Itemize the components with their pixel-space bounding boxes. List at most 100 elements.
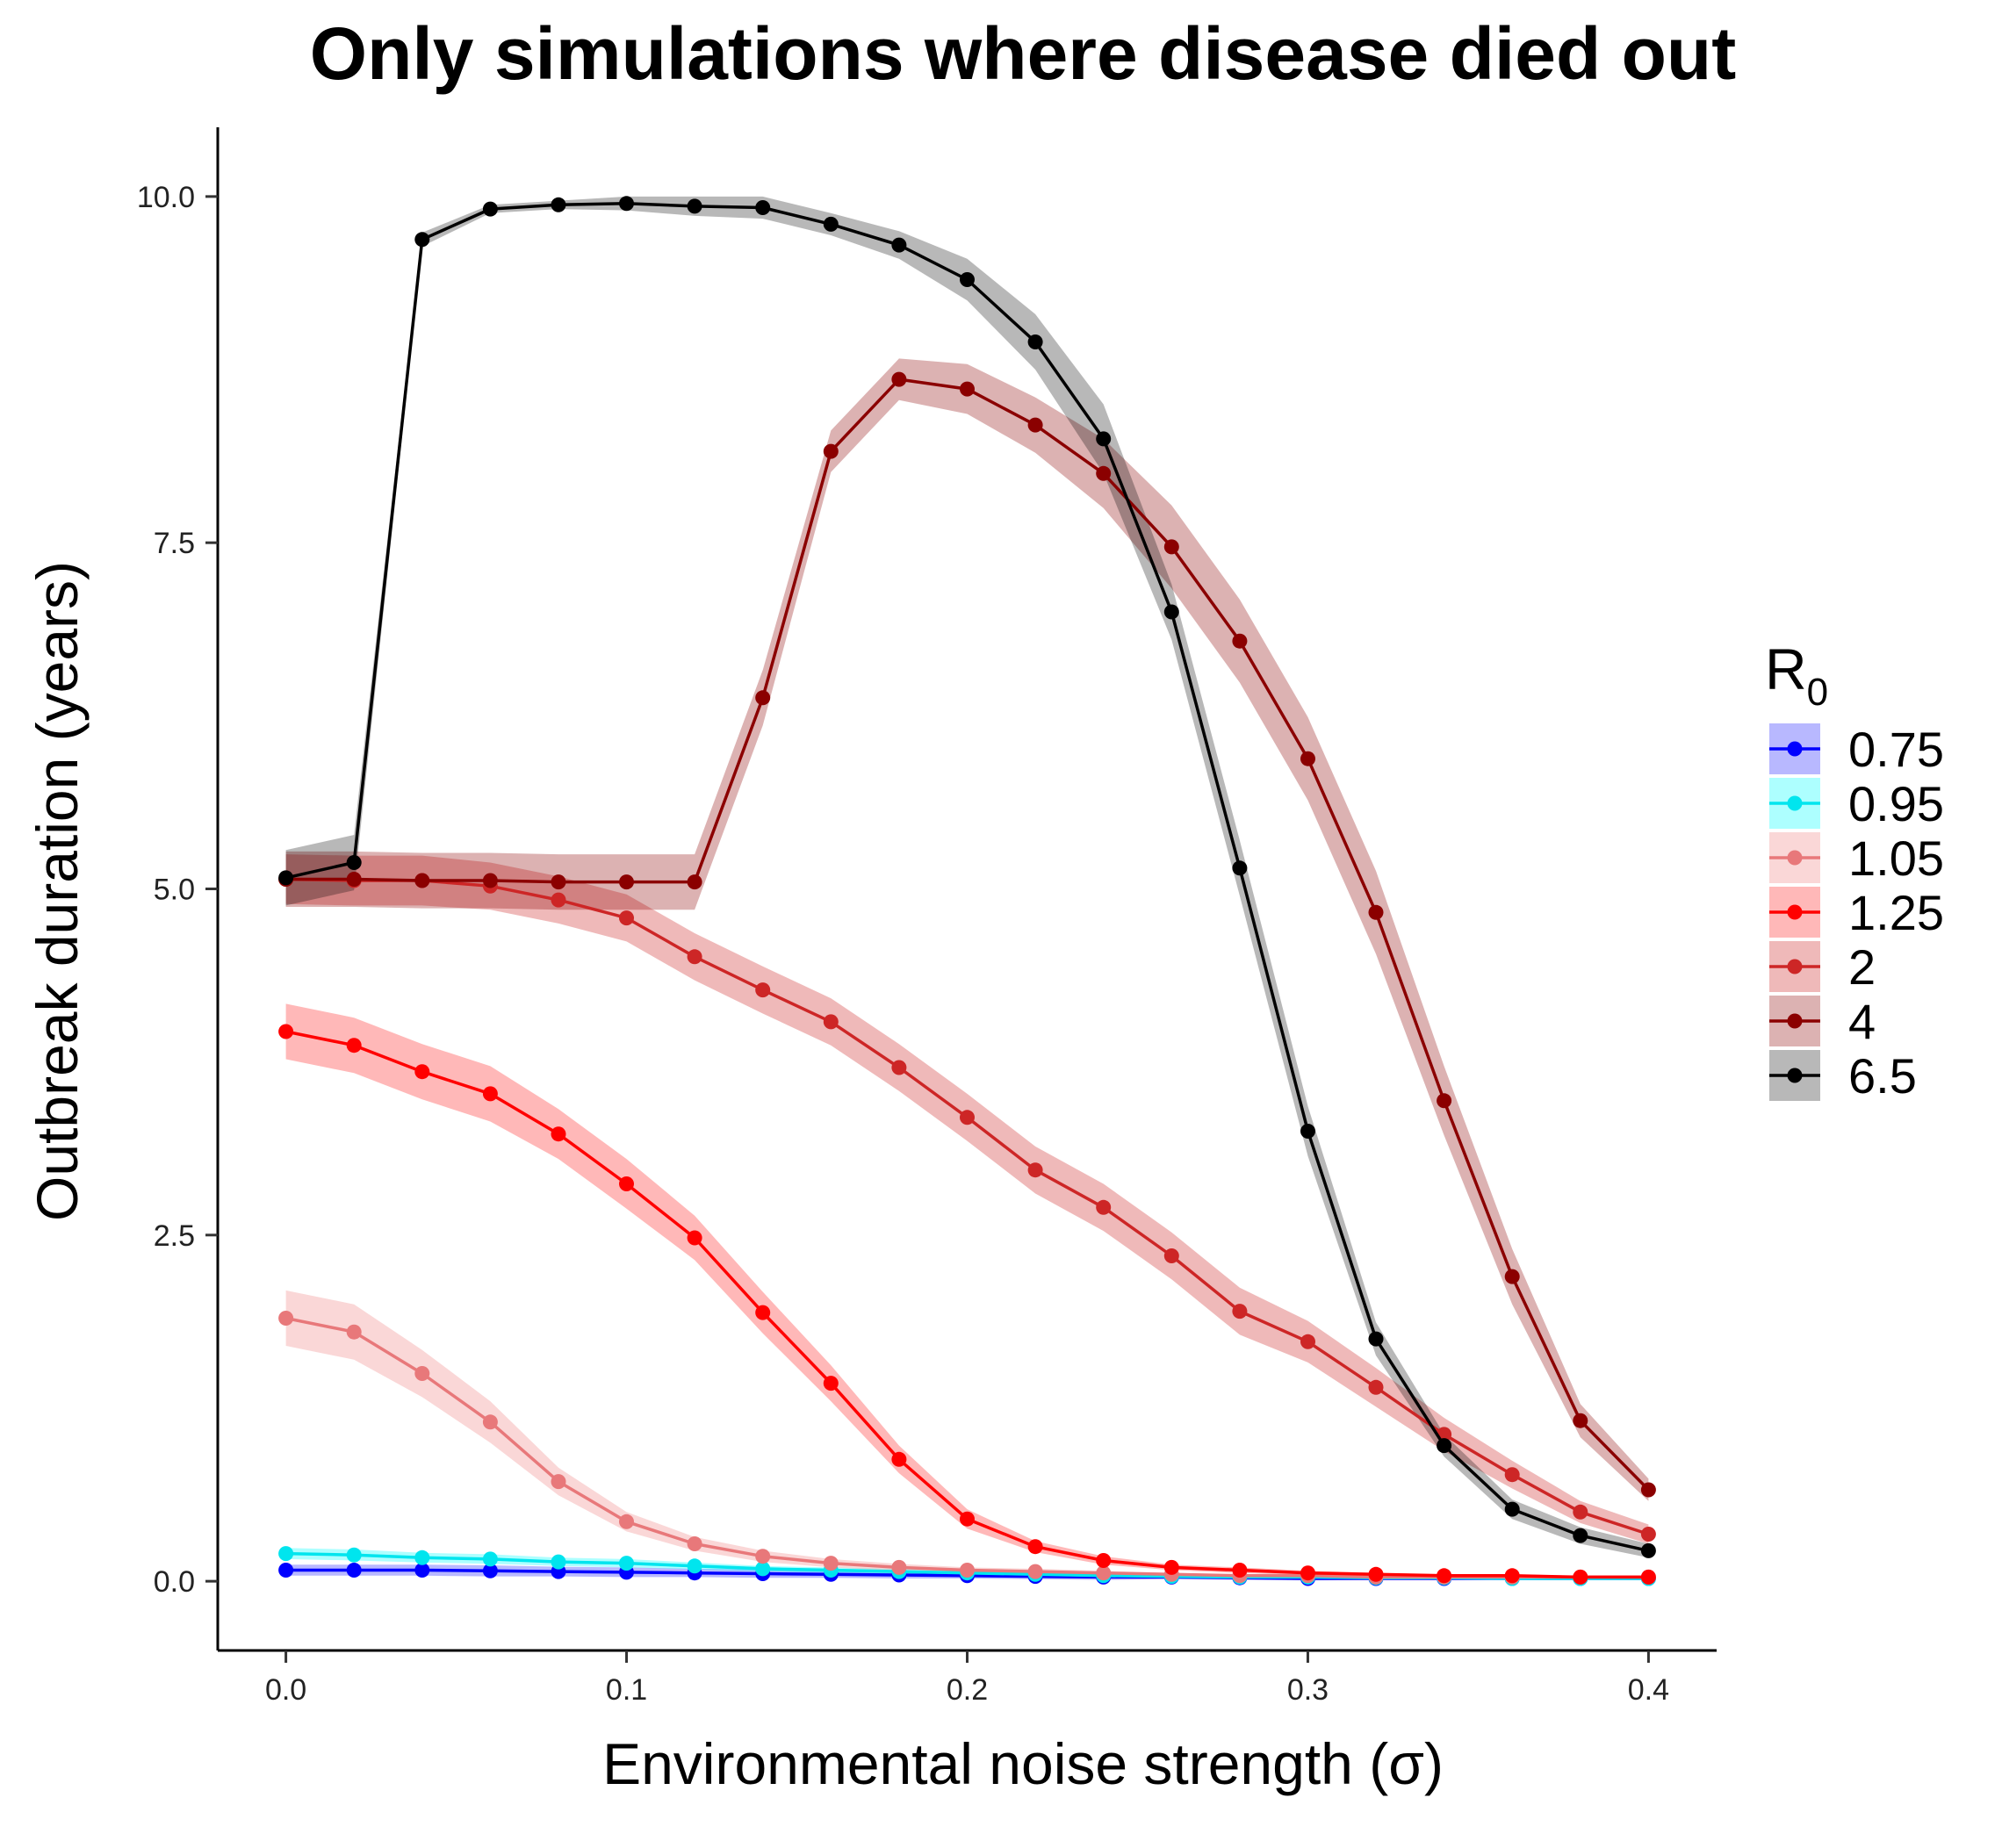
point-r0-6.5 — [414, 232, 430, 248]
legend-key-point — [1787, 959, 1803, 974]
point-r0-6.5 — [1096, 431, 1112, 447]
point-r0-1.25 — [278, 1024, 294, 1039]
point-r0-1.25 — [687, 1230, 702, 1246]
point-r0-4 — [551, 874, 566, 890]
point-r0-6.5 — [1437, 1438, 1452, 1454]
legend-key-point — [1787, 1068, 1803, 1083]
legend-label: 1.25 — [1848, 885, 1944, 940]
point-r0-4 — [482, 873, 498, 888]
point-r0-6.5 — [960, 272, 975, 287]
point-r0-2 — [1573, 1504, 1588, 1520]
point-r0-1.05 — [551, 1474, 566, 1490]
point-r0-1.25 — [755, 1305, 771, 1320]
chart-title: Only simulations where disease died out — [310, 12, 1736, 95]
legend-key-point — [1787, 795, 1803, 811]
point-r0-1.25 — [891, 1451, 907, 1467]
point-r0-1.25 — [482, 1086, 498, 1102]
point-r0-0.95 — [755, 1561, 771, 1577]
point-r0-1.05 — [755, 1549, 771, 1564]
legend-item-0.95: 0.95 — [1769, 776, 1944, 831]
point-r0-6.5 — [1640, 1542, 1656, 1558]
point-r0-1.25 — [1573, 1569, 1588, 1585]
x-tick-label: 0.1 — [606, 1673, 647, 1707]
point-r0-2 — [1640, 1527, 1656, 1542]
point-r0-2 — [551, 892, 566, 908]
point-r0-6.5 — [1232, 860, 1248, 876]
point-r0-4 — [1096, 465, 1112, 481]
legend-item-2: 2 — [1769, 939, 1876, 995]
point-r0-6.5 — [482, 201, 498, 217]
point-r0-6.5 — [1300, 1124, 1315, 1139]
point-r0-0.95 — [278, 1546, 294, 1562]
point-r0-1.25 — [1300, 1565, 1315, 1581]
point-r0-1.25 — [1640, 1569, 1656, 1585]
point-r0-4 — [755, 690, 771, 706]
band-r0-4 — [285, 358, 1649, 1501]
point-r0-0.95 — [346, 1547, 362, 1563]
series-lines — [278, 196, 1656, 1586]
point-r0-0.95 — [687, 1558, 702, 1574]
point-r0-2 — [1504, 1467, 1520, 1483]
point-r0-4 — [346, 872, 362, 887]
legend-label: 0.75 — [1848, 722, 1944, 777]
point-r0-6.5 — [1573, 1528, 1588, 1543]
x-tick-label: 0.2 — [947, 1673, 988, 1707]
series-r0-4 — [278, 371, 1656, 1498]
point-r0-4 — [619, 874, 634, 890]
point-r0-1.25 — [414, 1064, 430, 1080]
point-r0-4 — [687, 874, 702, 890]
point-r0-4 — [414, 873, 430, 888]
y-tick-label: 7.5 — [154, 527, 195, 560]
point-r0-6.5 — [687, 198, 702, 214]
point-r0-4 — [1573, 1413, 1588, 1428]
point-r0-0.95 — [551, 1554, 566, 1570]
legend-item-4: 4 — [1769, 994, 1876, 1049]
point-r0-4 — [960, 381, 975, 397]
point-r0-1.25 — [823, 1376, 839, 1391]
legend-item-0.75: 0.75 — [1769, 722, 1944, 777]
point-r0-1.25 — [346, 1038, 362, 1053]
point-r0-2 — [687, 949, 702, 965]
legend-item-1.05: 1.05 — [1769, 831, 1944, 886]
point-r0-0.95 — [619, 1556, 634, 1571]
point-r0-1.05 — [278, 1311, 294, 1326]
x-tick-label: 0.3 — [1287, 1673, 1329, 1707]
point-r0-2 — [1300, 1334, 1315, 1349]
point-r0-0.95 — [414, 1550, 430, 1565]
legend-label: 2 — [1848, 939, 1876, 995]
point-r0-2 — [960, 1110, 975, 1125]
point-r0-0.75 — [414, 1563, 430, 1578]
legend-title: R0 — [1765, 636, 1828, 714]
legend-title-subscript: 0 — [1807, 671, 1828, 714]
legend-key-point — [1787, 1013, 1803, 1029]
point-r0-1.25 — [1368, 1566, 1384, 1582]
point-r0-4 — [1368, 904, 1384, 920]
point-r0-1.05 — [1027, 1564, 1043, 1579]
point-r0-1.05 — [619, 1514, 634, 1529]
legend-item-6.5: 6.5 — [1769, 1048, 1917, 1104]
x-tick-label: 0.4 — [1628, 1673, 1669, 1707]
point-r0-6.5 — [551, 197, 566, 212]
legend-key-point — [1787, 850, 1803, 866]
point-r0-2 — [1027, 1162, 1043, 1178]
point-r0-1.05 — [823, 1556, 839, 1571]
point-r0-4 — [1027, 417, 1043, 433]
point-r0-6.5 — [891, 237, 907, 253]
band-r0-1.25 — [285, 1003, 1649, 1578]
x-tick-label: 0.0 — [265, 1673, 306, 1707]
point-r0-6.5 — [823, 216, 839, 232]
legend-title-main: R — [1765, 636, 1807, 701]
point-r0-2 — [891, 1060, 907, 1075]
point-r0-4 — [1437, 1093, 1452, 1109]
legend-label: 1.05 — [1848, 831, 1944, 886]
point-r0-6.5 — [278, 870, 294, 886]
point-r0-6.5 — [755, 200, 771, 215]
line-r0-4 — [285, 378, 1650, 1492]
point-r0-0.75 — [278, 1563, 294, 1578]
point-r0-4 — [1640, 1482, 1656, 1498]
point-r0-1.05 — [414, 1366, 430, 1381]
legend-key-point — [1787, 741, 1803, 757]
y-tick-label: 2.5 — [154, 1219, 195, 1253]
point-r0-0.75 — [346, 1563, 362, 1578]
